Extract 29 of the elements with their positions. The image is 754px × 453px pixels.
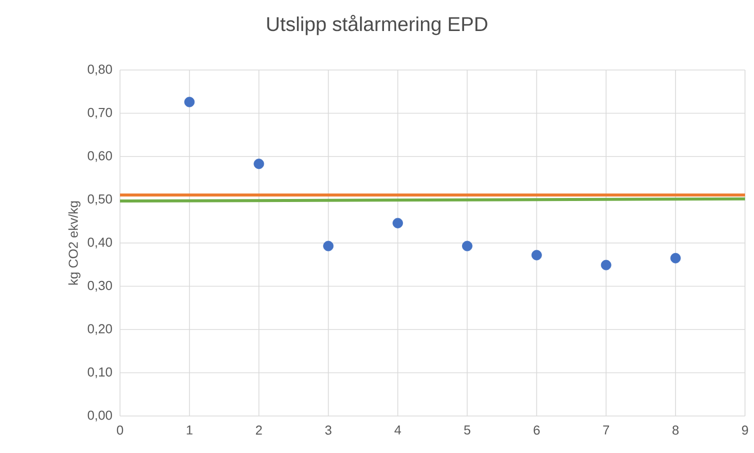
- x-tick-label: 4: [394, 426, 402, 434]
- point: [184, 96, 195, 108]
- x-tick-label: 0: [116, 426, 124, 435]
- point: [600, 260, 612, 270]
- point: [670, 252, 681, 264]
- chart-title: Utslipp stålarmering EPD: [267, 14, 488, 36]
- point: [254, 158, 264, 170]
- y-tick-label: 0,70: [88, 108, 112, 119]
- x-tick-label: 1: [186, 426, 192, 434]
- point: [462, 240, 472, 252]
- y-tick-label: 0,60: [88, 151, 112, 162]
- x-tick-label: 2: [256, 426, 262, 435]
- x-tick-label: 9: [742, 426, 748, 435]
- x-tick-label: 7: [603, 426, 610, 434]
- y-tick-label: 0,80: [88, 64, 112, 76]
- y-tick-label: 0,40: [88, 238, 112, 248]
- point: [531, 250, 542, 260]
- point: [323, 240, 334, 252]
- x-tick-label: 5: [464, 426, 470, 435]
- x-tick-label: 3: [325, 426, 332, 435]
- y-tick-label: 0,30: [88, 280, 112, 292]
- x-tick-label: 6: [534, 426, 540, 435]
- y-tick-label: 0,00: [88, 410, 112, 422]
- y-tick-label: 0,20: [88, 324, 112, 335]
- x-tick-label: 8: [672, 426, 679, 435]
- y-tick-label: 0,50: [88, 194, 112, 206]
- y-axis-title: kg CO2 ekv/kg: [68, 201, 80, 285]
- y-tick-label: 0,10: [88, 367, 112, 378]
- point: [392, 218, 403, 228]
